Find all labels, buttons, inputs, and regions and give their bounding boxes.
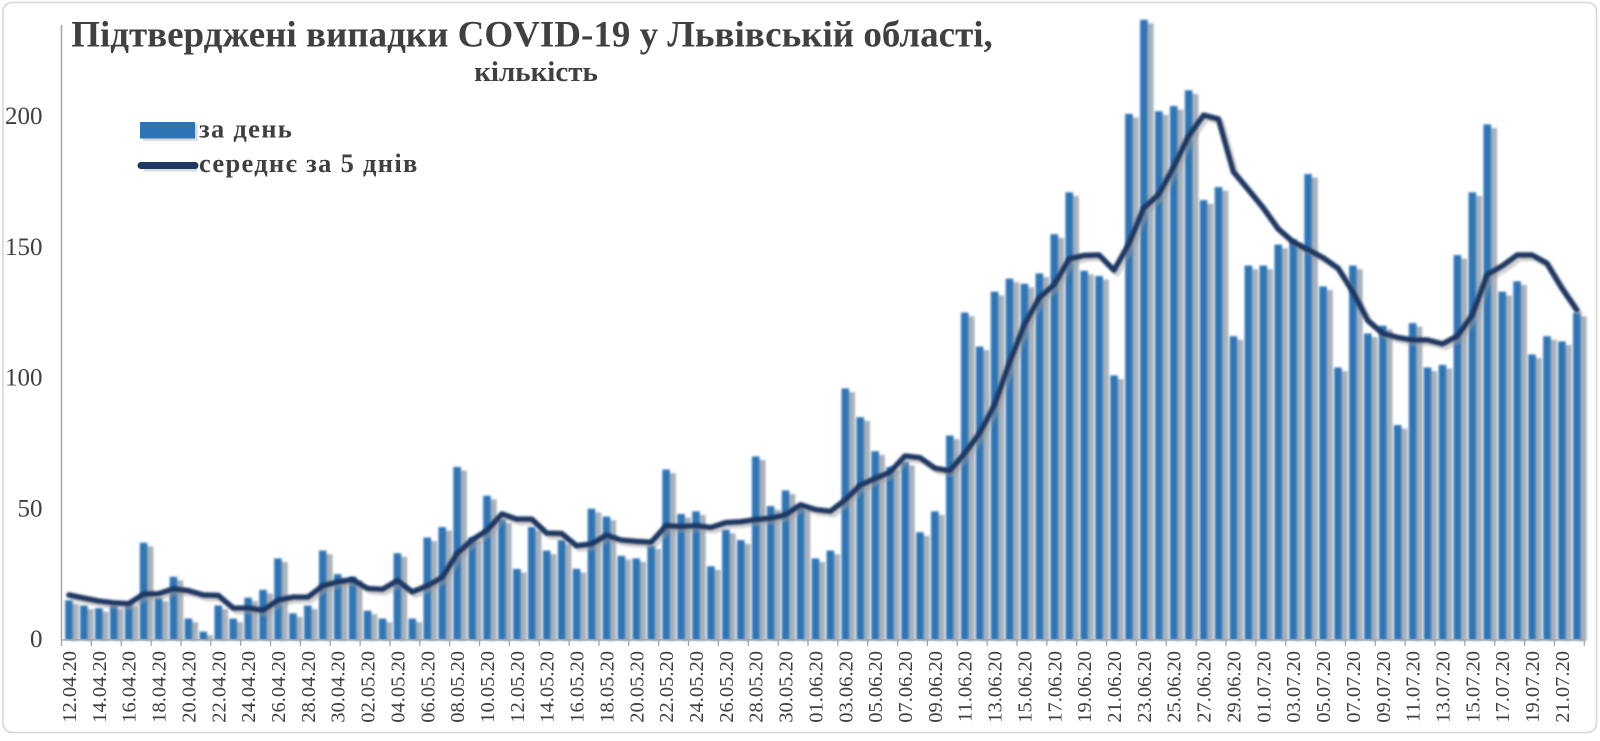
svg-text:24.05.20: 24.05.20 xyxy=(686,651,708,723)
svg-text:200: 200 xyxy=(5,103,43,130)
svg-text:15.07.20: 15.07.20 xyxy=(1462,651,1484,723)
svg-text:12.04.20: 12.04.20 xyxy=(59,651,81,723)
svg-text:14.05.20: 14.05.20 xyxy=(537,651,559,723)
svg-text:28.05.20: 28.05.20 xyxy=(746,651,768,723)
svg-text:09.07.20: 09.07.20 xyxy=(1373,651,1395,723)
svg-text:18.05.20: 18.05.20 xyxy=(596,651,618,723)
svg-text:29.06.20: 29.06.20 xyxy=(1223,651,1245,723)
svg-text:13.06.20: 13.06.20 xyxy=(985,651,1007,723)
svg-text:11.06.20: 11.06.20 xyxy=(955,651,977,722)
svg-text:06.05.20: 06.05.20 xyxy=(417,651,439,723)
svg-text:13.07.20: 13.07.20 xyxy=(1432,651,1454,723)
svg-text:01.07.20: 01.07.20 xyxy=(1253,651,1275,723)
svg-text:20.04.20: 20.04.20 xyxy=(178,651,200,723)
svg-text:05.06.20: 05.06.20 xyxy=(865,651,887,723)
svg-text:03.07.20: 03.07.20 xyxy=(1283,651,1305,723)
svg-text:12.05.20: 12.05.20 xyxy=(507,651,529,723)
svg-text:28.04.20: 28.04.20 xyxy=(298,651,320,723)
svg-text:16.05.20: 16.05.20 xyxy=(567,651,589,723)
svg-text:02.05.20: 02.05.20 xyxy=(358,651,380,723)
svg-text:за день: за день xyxy=(199,114,293,144)
svg-text:середнє за 5 днів: середнє за 5 днів xyxy=(199,148,419,178)
svg-text:50: 50 xyxy=(18,496,43,523)
svg-text:07.06.20: 07.06.20 xyxy=(895,651,917,723)
svg-text:Підтверджені випадки COVID-19: Підтверджені випадки COVID-19 у Львівськ… xyxy=(71,15,993,56)
svg-text:150: 150 xyxy=(5,234,43,261)
svg-text:15.06.20: 15.06.20 xyxy=(1014,651,1036,723)
svg-text:25.06.20: 25.06.20 xyxy=(1164,651,1186,723)
svg-text:19.07.20: 19.07.20 xyxy=(1522,651,1544,723)
svg-text:27.06.20: 27.06.20 xyxy=(1194,651,1216,723)
svg-text:07.07.20: 07.07.20 xyxy=(1343,651,1365,723)
svg-text:22.04.20: 22.04.20 xyxy=(208,651,230,723)
svg-text:30.05.20: 30.05.20 xyxy=(776,651,798,723)
svg-text:100: 100 xyxy=(5,365,43,392)
svg-text:20.05.20: 20.05.20 xyxy=(626,651,648,723)
svg-text:21.07.20: 21.07.20 xyxy=(1552,651,1574,723)
svg-text:19.06.20: 19.06.20 xyxy=(1074,651,1096,723)
svg-text:04.05.20: 04.05.20 xyxy=(387,651,409,723)
svg-text:21.06.20: 21.06.20 xyxy=(1104,651,1126,723)
svg-text:23.06.20: 23.06.20 xyxy=(1134,651,1156,723)
svg-text:17.06.20: 17.06.20 xyxy=(1044,651,1066,723)
svg-text:11.07.20: 11.07.20 xyxy=(1403,651,1425,722)
svg-text:05.07.20: 05.07.20 xyxy=(1313,651,1335,723)
svg-text:кількість: кількість xyxy=(474,56,598,88)
svg-text:24.04.20: 24.04.20 xyxy=(238,651,260,723)
svg-text:18.04.20: 18.04.20 xyxy=(149,651,171,723)
svg-text:16.04.20: 16.04.20 xyxy=(119,651,141,723)
svg-text:0: 0 xyxy=(30,626,43,653)
svg-text:01.06.20: 01.06.20 xyxy=(805,651,827,723)
svg-text:08.05.20: 08.05.20 xyxy=(447,651,469,723)
svg-text:09.06.20: 09.06.20 xyxy=(925,651,947,723)
svg-text:14.04.20: 14.04.20 xyxy=(89,651,111,723)
svg-text:10.05.20: 10.05.20 xyxy=(477,651,499,723)
svg-text:26.04.20: 26.04.20 xyxy=(268,651,290,723)
svg-text:26.05.20: 26.05.20 xyxy=(716,651,738,723)
svg-text:30.04.20: 30.04.20 xyxy=(328,651,350,723)
svg-text:22.05.20: 22.05.20 xyxy=(656,651,678,723)
svg-text:03.06.20: 03.06.20 xyxy=(835,651,857,723)
svg-text:17.07.20: 17.07.20 xyxy=(1492,651,1514,723)
